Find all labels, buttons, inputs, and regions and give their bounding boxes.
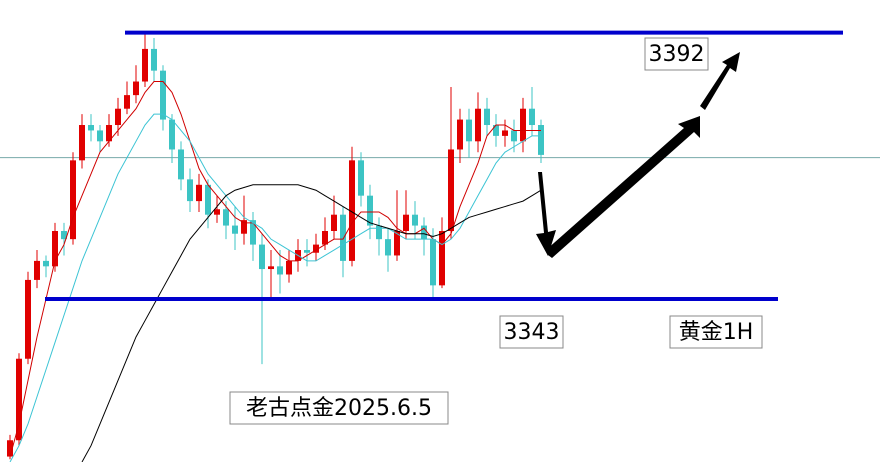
level-label: 3343 [504, 320, 560, 345]
candle-body [97, 130, 103, 142]
candle-body [493, 125, 499, 136]
candle-body [367, 195, 373, 226]
candle-body [34, 260, 40, 280]
candle-body [151, 48, 157, 71]
candle-body [214, 209, 220, 215]
candle-body [241, 220, 247, 234]
label-box [499, 315, 564, 349]
candle-body [124, 95, 130, 109]
candle-body [340, 214, 346, 261]
candle-body [439, 231, 445, 286]
candle-body [520, 108, 526, 142]
arrow-up [546, 116, 700, 258]
candle-body [25, 279, 31, 359]
candle-body [88, 125, 94, 131]
candle-body [403, 214, 409, 231]
candle-body [160, 70, 166, 120]
annotation: 老古点金2025.6.5 [246, 396, 432, 421]
candle-body [331, 214, 337, 231]
candle-body [304, 250, 310, 253]
candle-body [268, 266, 274, 270]
candle-body [142, 48, 148, 82]
candle-body [259, 244, 265, 270]
candle-body [349, 160, 355, 261]
candle-body [412, 214, 418, 226]
candle-body [196, 184, 202, 202]
candle-body [187, 179, 193, 202]
ma-line [9, 81, 541, 457]
candle-body [205, 184, 211, 215]
arrow-down [536, 172, 556, 256]
candle-body [457, 119, 463, 150]
candle-body [430, 239, 436, 286]
candle-body [475, 108, 481, 142]
candle-body [79, 125, 85, 161]
candle-body [16, 358, 22, 441]
candle-body [52, 231, 58, 267]
level-label: 3392 [649, 42, 705, 67]
candle-body [61, 231, 67, 240]
candle-body [538, 125, 544, 155]
annotation-box [229, 391, 449, 425]
candle-body [529, 108, 535, 126]
candle-body [502, 130, 508, 136]
candle-body [484, 108, 490, 126]
candle-body [133, 81, 139, 96]
candle-body [322, 231, 328, 245]
candle-body [169, 119, 175, 150]
ma-line [9, 113, 541, 462]
candle-body [43, 260, 49, 267]
forecast-arrows [536, 52, 740, 258]
candle-body [385, 239, 391, 256]
label-box [644, 37, 709, 71]
candle-body [394, 231, 400, 256]
ma-line [81, 184, 542, 462]
candle-body [286, 260, 292, 275]
candle-body [250, 220, 256, 245]
candle-body [313, 244, 319, 253]
candle-body [358, 160, 364, 196]
candle-body [376, 225, 382, 240]
candle-body [277, 266, 283, 275]
candle-body [448, 149, 454, 231]
candle-body [466, 119, 472, 142]
annotation: 黄金1H [679, 320, 754, 345]
candle-body [178, 149, 184, 180]
arrow-up-small [700, 52, 740, 110]
candle-body [421, 225, 427, 240]
annotation-box [669, 315, 763, 349]
candle-body [115, 108, 121, 126]
candle-body [7, 440, 13, 457]
candle-body [223, 209, 229, 226]
candle-body [70, 160, 76, 240]
candle-body [511, 130, 517, 142]
candle-body [106, 125, 112, 142]
candle-body [232, 225, 238, 234]
